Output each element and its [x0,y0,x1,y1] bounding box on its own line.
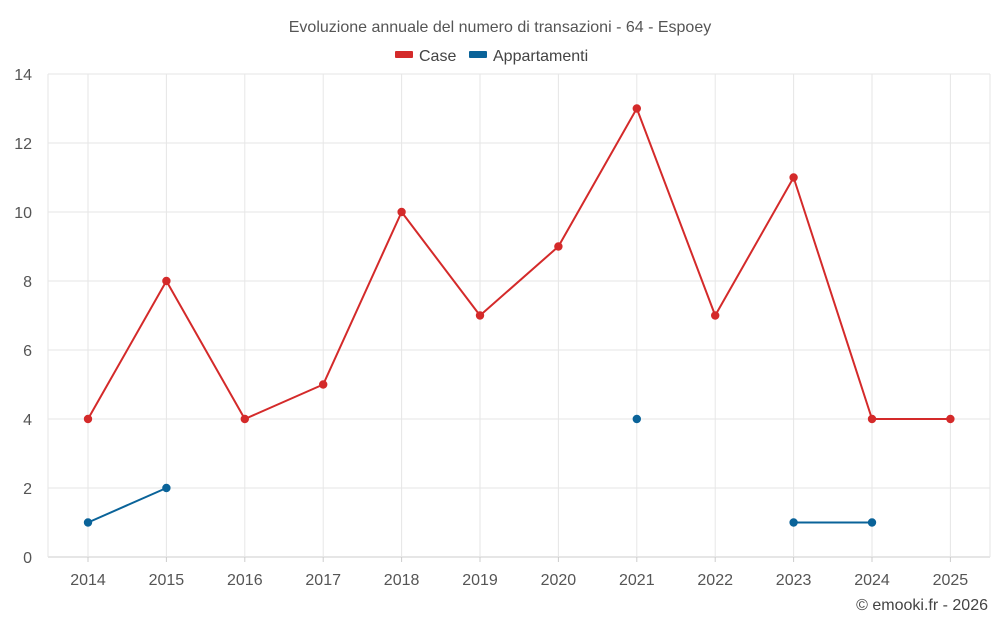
y-tick-label: 12 [14,136,32,153]
y-tick-label: 0 [23,550,32,567]
legend-item-case[interactable]: Case [395,48,456,65]
y-tick-label: 10 [14,205,32,222]
data-point-case[interactable] [632,104,641,113]
x-axis-ticks: 2014 2015 2016 2017 2018 2019 2020 2021 2022 2023… [70,572,968,589]
x-tick-label: 2020 [541,572,577,589]
data-point-appartamenti[interactable] [632,414,641,424]
legend-swatch-case [395,51,413,58]
legend: Case Appartamenti [395,48,588,65]
data-point-appartamenti[interactable] [867,518,877,527]
chart-title: Evoluzione annuale del numero di transaz… [289,19,711,36]
legend-label-case: Case [419,48,456,65]
x-tick-label: 2015 [149,572,185,589]
x-tick-label: 2022 [697,572,733,589]
x-tick-label: 2016 [227,572,263,589]
y-tick-label: 14 [14,67,32,84]
y-tick-label: 8 [23,274,32,291]
series-appartamenti [83,414,877,527]
data-point-appartamenti[interactable] [162,483,171,493]
x-tick-label: 2018 [384,572,420,589]
series-line-appartamenti [87,487,167,524]
grid [47,73,991,562]
data-point-case[interactable] [475,311,485,320]
x-tick-label: 2023 [776,572,812,589]
data-point-case[interactable] [162,276,171,286]
data-point-case[interactable] [83,414,93,424]
credit: © emooki.fr - 2026 [856,597,988,614]
y-axis-ticks: 0 2 4 6 8 10 12 14 [14,67,32,567]
data-point-appartamenti[interactable] [789,518,798,527]
data-point-appartamenti[interactable] [83,518,93,527]
x-tick-label: 2025 [933,572,969,589]
series-case [83,104,955,424]
data-point-case[interactable] [319,380,328,389]
y-tick-label: 6 [23,343,32,360]
legend-item-appartamenti[interactable]: Appartamenti [469,48,588,65]
series-line-case [87,107,951,420]
data-point-case[interactable] [711,311,720,320]
data-point-case[interactable] [240,414,249,424]
x-tick-label: 2014 [70,572,106,589]
data-point-case[interactable] [946,414,955,424]
x-tick-label: 2021 [619,572,655,589]
y-tick-label: 4 [23,412,32,429]
data-point-case[interactable] [789,173,798,182]
data-point-case[interactable] [867,414,877,424]
series-layer [83,104,955,527]
x-tick-label: 2019 [462,572,498,589]
legend-swatch-appartamenti [469,51,487,58]
data-point-case[interactable] [554,242,563,251]
legend-label-appartamenti: Appartamenti [493,48,588,65]
data-point-case[interactable] [397,207,406,217]
x-tick-label: 2024 [854,572,890,589]
x-tick-label: 2017 [305,572,341,589]
y-tick-label: 2 [23,481,32,498]
